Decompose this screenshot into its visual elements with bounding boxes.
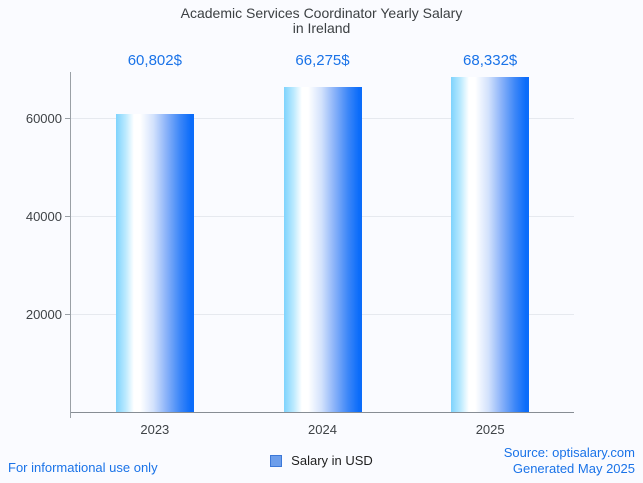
y-tick-mark bbox=[65, 216, 71, 218]
y-tick-mark bbox=[65, 118, 71, 120]
salary-bar bbox=[115, 114, 194, 412]
y-axis-line bbox=[70, 412, 71, 418]
salary-bar bbox=[451, 77, 530, 412]
source-block: Source: optisalary.com Generated May 202… bbox=[504, 445, 635, 477]
bar-value-label: 66,275$ bbox=[295, 52, 350, 69]
legend-label: Salary in USD bbox=[291, 453, 373, 468]
plot-area: 20000 40000 60000 60,802$ 2023 66,275$ 2024 68,… bbox=[26, 52, 574, 437]
x-axis-label: 2023 bbox=[140, 422, 170, 437]
chart-title: Academic Services Coordinator Yearly Sal… bbox=[180, 5, 463, 21]
disclaimer-text: For informational use only bbox=[8, 460, 158, 475]
generated-date: Generated May 2025 bbox=[512, 461, 635, 476]
legend-swatch-icon bbox=[270, 454, 283, 467]
bar-value-label: 60,802$ bbox=[127, 52, 182, 69]
x-axis-label: 2025 bbox=[475, 422, 505, 437]
y-axis-label: 20000 bbox=[25, 307, 62, 323]
y-axis-label: 60000 bbox=[25, 111, 62, 127]
chart-title-block: Academic Services Coordinator Yearly Sal… bbox=[0, 6, 643, 36]
chart-subtitle: in Ireland bbox=[292, 20, 351, 36]
source-link[interactable]: Source: optisalary.com bbox=[503, 445, 635, 460]
salary-bar bbox=[283, 87, 362, 412]
y-tick-mark bbox=[65, 314, 71, 316]
legend: Salary in USD bbox=[0, 453, 643, 468]
x-axis-label: 2024 bbox=[308, 422, 337, 437]
bar-value-label: 68,332$ bbox=[463, 52, 518, 69]
y-axis-label: 40000 bbox=[25, 209, 62, 225]
